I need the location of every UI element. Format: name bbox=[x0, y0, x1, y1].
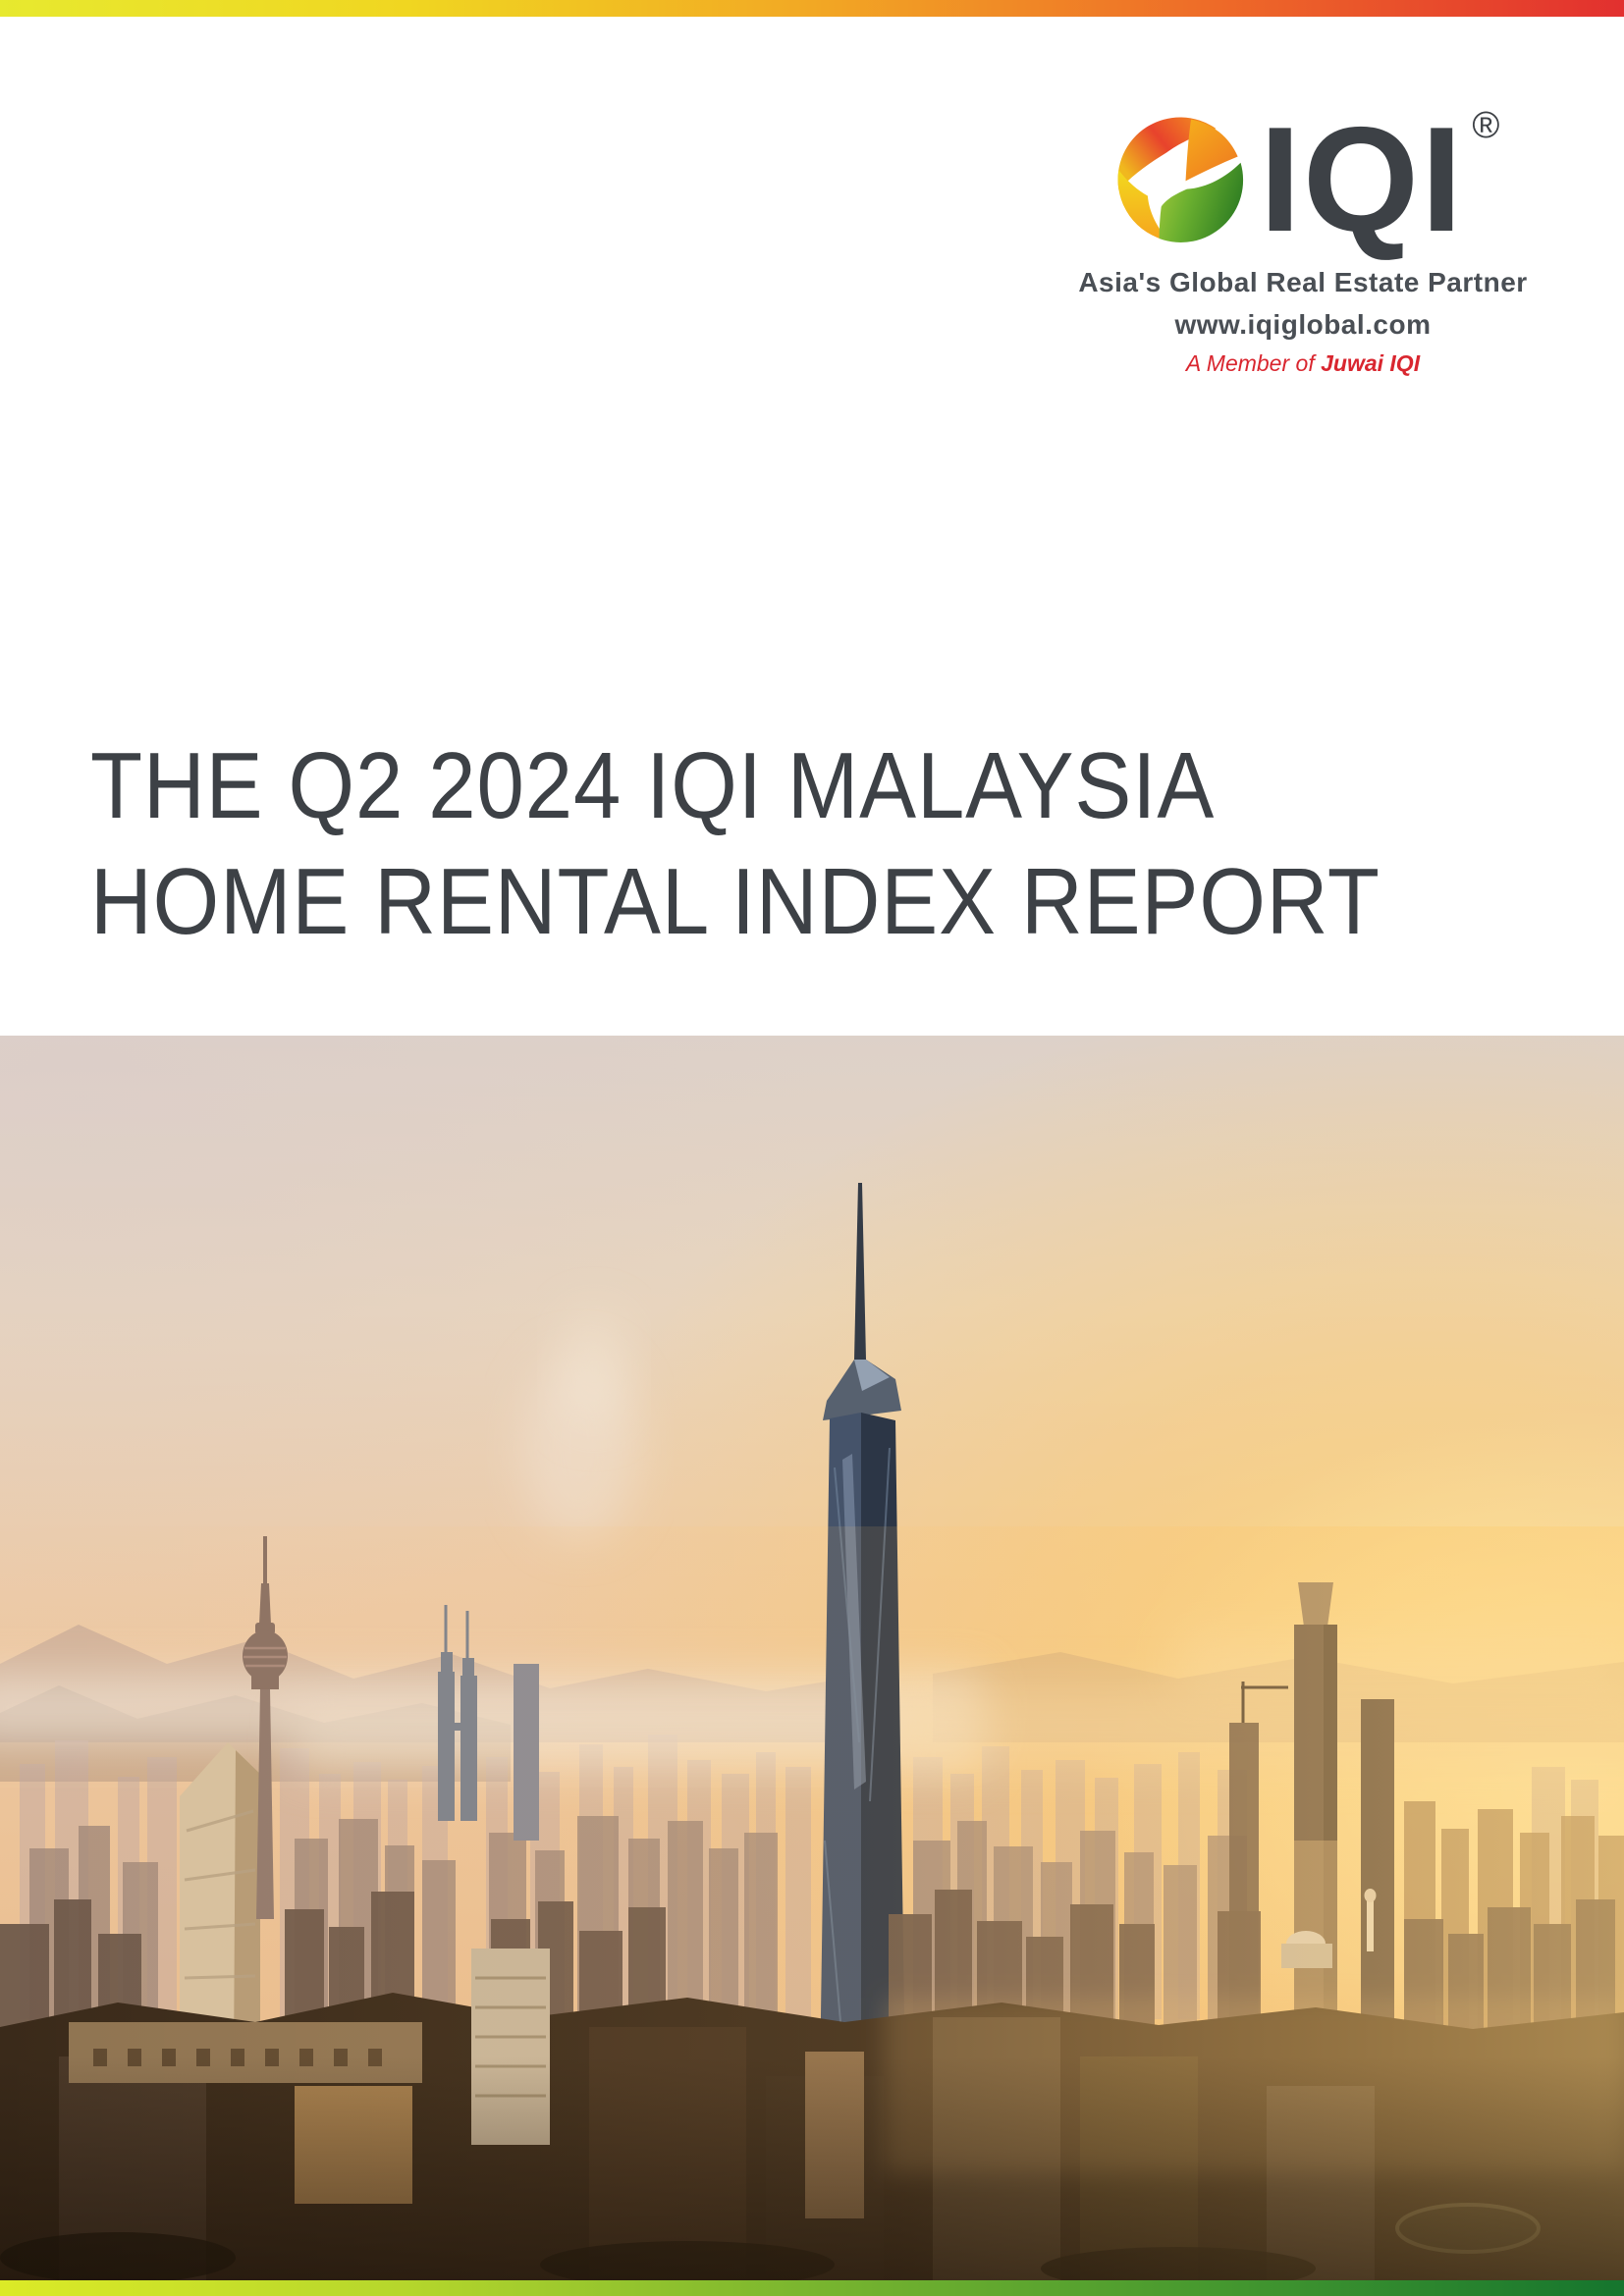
iqi-logo: IQI ® Asia's Global Real Estate Partner … bbox=[1064, 105, 1542, 377]
cover-photo bbox=[0, 1036, 1624, 2280]
top-gradient-bar bbox=[0, 0, 1624, 17]
logo-website: www.iqiglobal.com bbox=[1174, 309, 1432, 340]
logo-brand-wrap: IQI ® bbox=[1260, 105, 1500, 254]
membership-prefix: A Member of bbox=[1185, 350, 1322, 376]
report-title: THE Q2 2024 IQI MALAYSIA HOME RENTAL IND… bbox=[90, 728, 1380, 960]
registered-trademark-symbol: ® bbox=[1472, 105, 1500, 146]
photo-overlays bbox=[0, 1526, 1624, 2280]
logo-tagline: Asia's Global Real Estate Partner bbox=[1078, 267, 1528, 297]
report-title-line2: HOME RENTAL INDEX REPORT bbox=[90, 849, 1380, 954]
iqi-globe-icon bbox=[1112, 112, 1248, 247]
report-title-line1: THE Q2 2024 IQI MALAYSIA bbox=[90, 733, 1216, 838]
cover-photo-illustration bbox=[0, 1036, 1624, 2280]
logo-brand-text: IQI bbox=[1259, 96, 1465, 263]
logo-row: IQI ® bbox=[1064, 105, 1542, 254]
membership-brand: Juwai IQI bbox=[1321, 350, 1421, 376]
logo-membership-line: A Member of Juwai IQI bbox=[1064, 350, 1542, 377]
bottom-gradient-bar bbox=[0, 2280, 1624, 2296]
